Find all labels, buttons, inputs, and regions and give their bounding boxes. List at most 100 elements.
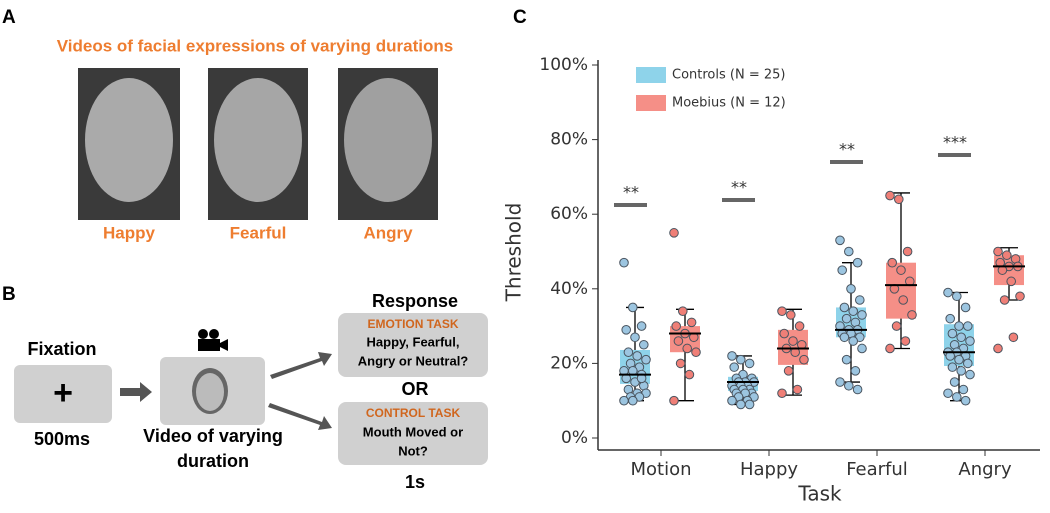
response-duration: 1s [405,472,425,492]
data-point [965,336,975,346]
data-point [669,228,679,238]
data-point [891,321,902,331]
data-point [744,399,755,410]
data-point [779,328,790,339]
video-caption: duration [177,451,249,471]
legend-swatch [636,67,666,83]
y-tick-label: 0% [561,428,588,448]
data-point [947,362,958,372]
face-label: Happy [103,223,156,242]
data-point [727,351,737,361]
data-point [960,302,971,313]
data-point [943,287,953,298]
data-point [885,190,895,201]
data-point [956,332,967,343]
data-point [621,325,632,335]
data-point [965,369,975,380]
task-text: Happy, Fearful, [367,334,460,349]
data-point [887,257,898,268]
data-point [993,343,1003,354]
arrows [120,352,332,430]
data-point [855,295,865,305]
y-tick-label: 40% [550,279,588,299]
data-point [727,395,737,406]
task-box [338,402,488,465]
task-title: CONTROL TASK [366,406,461,420]
data-point [777,306,787,316]
data-point [844,246,854,257]
fixation-label: Fixation [27,339,96,359]
data-point [671,321,682,331]
legend-swatch [636,95,666,111]
data-point [945,313,956,324]
data-point [1006,276,1017,287]
data-point [630,332,640,343]
data-point [896,265,906,275]
data-point [947,328,958,339]
data-point [628,302,638,313]
data-point [628,395,638,406]
data-point [841,354,852,365]
data-point [669,395,679,406]
task-text: Not? [398,443,428,458]
face-label: Angry [363,223,413,242]
data-point [958,384,969,395]
data-point [952,291,962,302]
or-label: OR [402,379,429,399]
data-point [729,362,740,372]
data-point [619,257,629,268]
panel-label: C [513,7,527,28]
data-point [954,354,964,365]
data-point [999,295,1010,305]
legend-label: Controls (N = 25) [672,68,785,83]
x-tick-label: Happy [740,459,798,480]
data-point [736,354,746,365]
data-point [1002,250,1012,261]
x-tick-label: Motion [630,459,691,480]
data-point [839,302,850,313]
task-box [338,313,488,377]
face-label: Fearful [230,223,287,242]
panel-label: A [2,7,16,28]
video-caption: Video of varying [143,426,283,446]
panel-title: Videos of facial expressions of varying … [57,36,453,55]
data-point [943,388,953,399]
data-point [857,310,867,320]
response-label: Response [372,291,458,311]
fixation-cross: + [53,374,73,412]
y-axis-label: Threshold [502,203,526,303]
data-point [619,395,629,406]
data-point [684,369,695,380]
data-point [844,380,854,391]
data-point [852,384,863,395]
data-point [675,358,686,369]
data-point [632,351,643,361]
data-point [786,310,796,320]
data-point [641,354,651,365]
data-point [691,347,701,358]
significance-label: ** [731,178,747,197]
fixation-box [14,365,112,423]
data-point [954,321,964,331]
task-title: EMOTION TASK [367,317,458,331]
data-point [848,306,859,316]
x-tick-label: Angry [958,459,1012,480]
task-text: Angry or Neutral? [358,353,469,368]
data-point [841,313,852,324]
data-point [835,377,845,387]
fixation-duration: 500ms [34,429,90,449]
data-point [673,336,684,346]
panel-label: B [2,284,16,305]
task-text: Mouth Moved or [363,424,463,439]
data-point [846,284,856,294]
data-point [794,321,805,331]
data-point [960,395,971,406]
data-point [898,295,909,305]
data-point [835,235,845,246]
data-point [777,388,787,399]
data-point [907,310,917,320]
data-point [900,336,911,346]
data-point [837,265,848,275]
y-tick-label: 100% [539,55,588,75]
